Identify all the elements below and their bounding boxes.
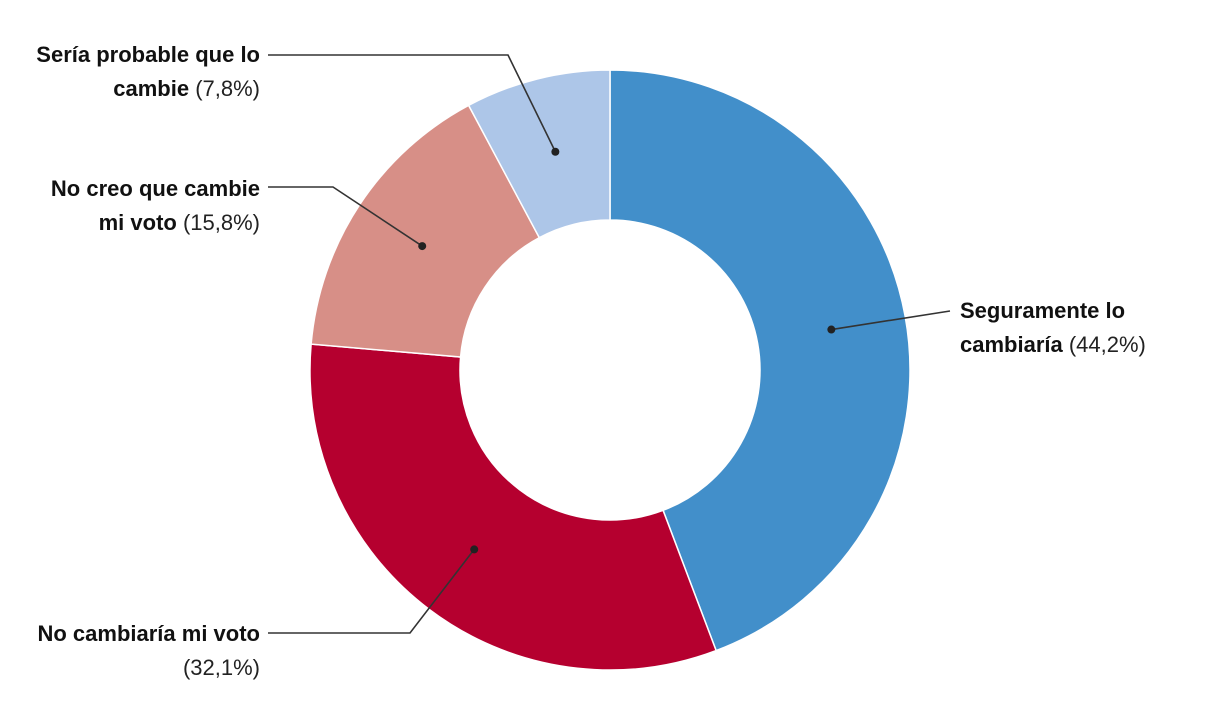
slice-label-text: cambiaría [960,332,1063,357]
slice-value-label: (32,1%) [183,655,260,680]
slice-label-text: cambie [113,76,189,101]
leader-dot-seria-probable-que-lo-cambie [551,147,560,156]
slice-label-text: Seguramente lo [960,298,1125,323]
leader-line-seria-probable-que-lo-cambie [268,54,557,153]
leader-line-seguramente-lo-cambiaria [831,310,951,331]
slice-no-creo-que-cambie-mi-voto [310,104,541,358]
slice-label-no-cambiaria-mi-voto: No cambiaría mi voto (32,1%) [37,621,260,680]
leader-dot-seguramente-lo-cambiaria [827,325,836,334]
slice-no-cambiaria-mi-voto [309,343,718,671]
leader-line-no-cambiaria-mi-voto [268,548,475,634]
slice-label-text: No cambiaría mi voto [37,621,260,646]
slice-label-text: mi voto [99,210,177,235]
leader-dot-no-creo-que-cambie-mi-voto [418,242,427,251]
slice-value-label: (15,8%) [177,210,260,235]
leaders-group [268,54,951,634]
slice-label-no-creo-que-cambie-mi-voto: No creo que cambie mi voto (15,8%) [51,176,260,235]
slice-seguramente-lo-cambiaria [609,69,911,652]
slice-label-seguramente-lo-cambiaria: Seguramente lo cambiaría (44,2%) [960,298,1146,357]
slices-group [309,69,911,671]
leader-line-no-creo-que-cambie-mi-voto [268,186,423,247]
slice-label-text: No creo que cambie [51,176,260,201]
slice-label-text: Sería probable que lo [36,42,260,67]
slice-value-label: (44,2%) [1063,332,1146,357]
labels-group: Seguramente lo cambiaría (44,2%) No cambia… [36,42,1146,680]
slice-label-seria-probable-que-lo-cambie: Sería probable que lo cambie (7,8%) [36,42,260,101]
slice-value-label: (7,8%) [189,76,260,101]
leader-dot-no-cambiaria-mi-voto [470,545,479,554]
slice-seria-probable-que-lo-cambie [467,69,611,239]
